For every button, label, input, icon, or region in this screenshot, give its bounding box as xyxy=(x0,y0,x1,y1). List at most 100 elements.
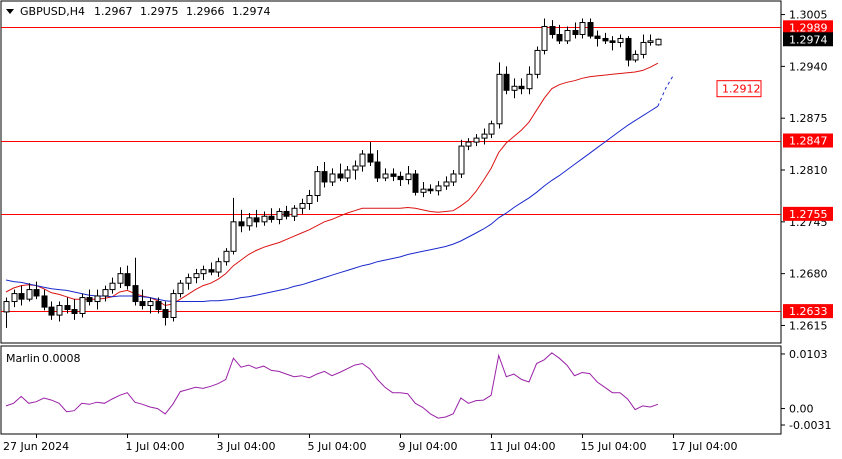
candle-body xyxy=(33,289,40,297)
candle-body xyxy=(549,26,556,35)
candle xyxy=(390,168,397,182)
candle xyxy=(230,197,237,255)
candle xyxy=(587,18,594,39)
candle xyxy=(450,170,457,186)
candle xyxy=(109,277,116,294)
candle xyxy=(276,208,283,225)
lower-indicator-projection xyxy=(657,75,674,107)
candle xyxy=(86,289,93,306)
candle-body xyxy=(283,210,290,217)
candle xyxy=(443,176,450,190)
candle-body xyxy=(132,285,139,303)
candle-body xyxy=(518,85,525,90)
candle-body xyxy=(193,273,200,279)
candle-body xyxy=(3,301,10,313)
candle-body xyxy=(314,171,321,197)
candle xyxy=(33,281,40,300)
candle xyxy=(496,62,503,129)
upper-indicator xyxy=(5,62,659,307)
candle xyxy=(124,265,131,290)
candle xyxy=(155,297,162,314)
header-close: 1.2974 xyxy=(232,5,271,18)
level-price-tag xyxy=(783,304,833,319)
time-tick-label: 1 Jul 04:00 xyxy=(126,440,185,453)
candle-body xyxy=(390,173,397,177)
candle xyxy=(3,297,10,328)
candle-body xyxy=(139,301,146,307)
candle xyxy=(193,268,200,284)
candle-body xyxy=(155,301,162,311)
current-price-label: 1.2974 xyxy=(789,33,828,46)
candle-body xyxy=(465,141,472,147)
candle-body xyxy=(496,73,503,125)
candle xyxy=(488,120,495,139)
oscillator-name: Marlin xyxy=(6,352,40,365)
header-low: 1.2966 xyxy=(186,5,225,18)
chart-symbol: GBPUSD,H4 xyxy=(20,5,85,18)
candle xyxy=(314,166,321,202)
candle-body xyxy=(41,295,48,308)
candle xyxy=(56,301,63,322)
level-price-label: 1.2633 xyxy=(789,305,828,318)
candle xyxy=(625,36,632,67)
candle-body xyxy=(71,309,78,315)
candle xyxy=(253,209,260,228)
candle xyxy=(200,265,207,281)
candle-body xyxy=(352,165,359,171)
candle xyxy=(238,209,245,233)
candle-body xyxy=(420,188,427,193)
candle xyxy=(185,273,192,290)
candle-body xyxy=(435,185,442,192)
candle-body xyxy=(223,250,230,263)
oscillator-value: 0.0008 xyxy=(42,352,81,365)
osc-tick-label: 0.0103 xyxy=(789,348,828,361)
price-tick-label: 1.2680 xyxy=(789,268,828,281)
candle-body xyxy=(329,173,336,183)
candle-body xyxy=(109,282,116,291)
candle xyxy=(48,301,55,320)
candle xyxy=(511,78,518,99)
candle xyxy=(473,134,480,147)
candle xyxy=(11,289,18,308)
candle-body xyxy=(541,26,548,51)
candle xyxy=(382,168,389,182)
price-tick-label: 1.2810 xyxy=(789,164,828,177)
time-tick-label: 9 Jul 04:00 xyxy=(399,440,458,453)
candle-body xyxy=(397,175,404,181)
time-tick-label: 5 Jul 04:00 xyxy=(308,440,367,453)
candle-body xyxy=(11,293,18,303)
candle xyxy=(602,32,609,45)
candle-body xyxy=(185,277,192,284)
candle xyxy=(329,168,336,186)
candle-body xyxy=(170,293,177,318)
candle-body xyxy=(412,173,419,193)
candle xyxy=(632,50,639,63)
candle xyxy=(177,280,184,298)
candle-body xyxy=(602,37,609,42)
candle xyxy=(208,262,215,276)
candle-body xyxy=(481,133,488,139)
dropdown-triangle-icon[interactable] xyxy=(6,9,14,14)
candle-body xyxy=(632,53,639,61)
osc-tick-label: -0.0031 xyxy=(789,419,831,432)
price-tick-label: 1.2615 xyxy=(789,319,828,332)
candle-body xyxy=(215,261,222,273)
candle-body xyxy=(587,22,594,37)
candle xyxy=(215,257,222,277)
candle-body xyxy=(427,188,434,192)
candle xyxy=(579,18,586,39)
candle-body xyxy=(534,49,541,75)
candle xyxy=(139,289,146,310)
candle-body xyxy=(79,297,86,315)
candle xyxy=(117,267,124,288)
candle xyxy=(518,78,525,95)
time-tick-label: 17 Jul 04:00 xyxy=(672,440,738,453)
candle xyxy=(397,171,404,186)
target-price-box xyxy=(716,80,762,98)
candle-body xyxy=(321,171,328,183)
candle xyxy=(367,142,374,167)
candle xyxy=(223,248,230,266)
candle-body xyxy=(344,169,351,179)
time-tick-label: 27 Jun 2024 xyxy=(3,440,69,453)
candle xyxy=(344,166,351,182)
